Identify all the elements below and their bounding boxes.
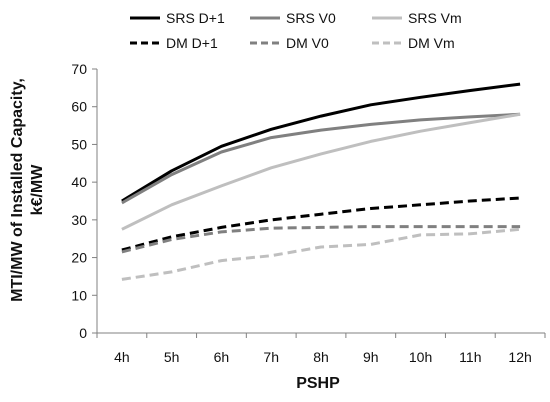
x-tick-label: 11h bbox=[459, 349, 481, 365]
x-tick-label: 7h bbox=[263, 349, 279, 365]
y-tick-label: 0 bbox=[79, 325, 87, 341]
x-tick-label: 8h bbox=[313, 349, 329, 365]
legend-label: SRS V0 bbox=[286, 10, 336, 26]
series-line-srs-v0 bbox=[121, 112, 521, 205]
x-tick-label: 10h bbox=[409, 349, 432, 365]
series-line-dm-vm bbox=[121, 227, 521, 281]
series-line-dm-d-1 bbox=[121, 196, 521, 252]
y-tick-label: 70 bbox=[71, 61, 87, 77]
series-line-dm-v0 bbox=[121, 225, 521, 254]
x-tick-label: 4h bbox=[114, 349, 130, 365]
y-axis: 0 10 20 30 40 50 60 70 bbox=[71, 61, 98, 341]
y-tick-label: 10 bbox=[71, 287, 87, 303]
y-tick-label: 30 bbox=[71, 212, 87, 228]
x-axis-title: PSHP bbox=[296, 375, 340, 392]
y-tick-label: 60 bbox=[71, 99, 87, 115]
legend-label: DM V0 bbox=[286, 35, 329, 51]
series-line-srs-d-1 bbox=[121, 82, 521, 203]
legend: SRS D+1 SRS V0 SRS Vm DM D+1 DM V0 DM Vm bbox=[130, 10, 462, 51]
y-tick-label: 40 bbox=[71, 174, 87, 190]
legend-label: DM Vm bbox=[408, 35, 455, 51]
y-axis-title-line-2: k€/MW bbox=[29, 164, 46, 216]
legend-label: SRS Vm bbox=[408, 10, 462, 26]
x-tick-label: 6h bbox=[214, 349, 230, 365]
x-tick-label: 9h bbox=[363, 349, 379, 365]
y-tick-label: 20 bbox=[71, 250, 87, 266]
series-line-srs-vm bbox=[121, 112, 521, 231]
legend-label: DM D+1 bbox=[166, 35, 218, 51]
y-axis-title-line-1: MTI/MW of Installed Capacity, bbox=[9, 78, 26, 302]
x-axis: 4h 5h 6h 7h 8h 9h 10h 11h 12h bbox=[96, 332, 546, 365]
x-tick-label: 12h bbox=[508, 349, 531, 365]
y-tick-label: 50 bbox=[71, 136, 87, 152]
plot-series bbox=[121, 82, 521, 281]
legend-label: SRS D+1 bbox=[166, 10, 225, 26]
x-tick-label: 5h bbox=[164, 349, 180, 365]
